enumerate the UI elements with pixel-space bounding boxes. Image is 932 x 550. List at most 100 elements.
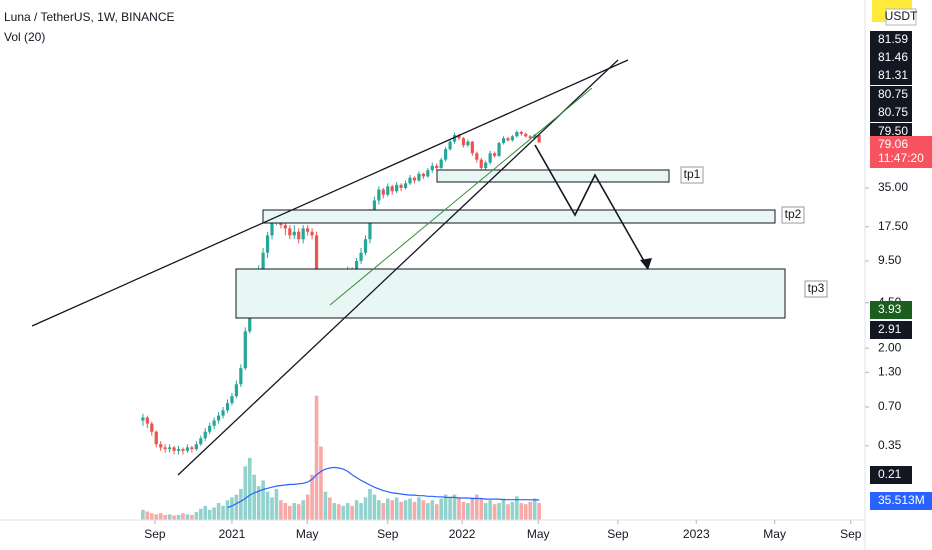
candle-body: [444, 149, 448, 160]
price-tag-label: 79.06: [878, 137, 908, 151]
candle-body: [506, 138, 510, 141]
volume-bar: [221, 505, 225, 520]
volume-bar: [305, 494, 310, 520]
price-tag: [870, 321, 912, 339]
candle-body: [417, 173, 421, 181]
volume-bar: [368, 488, 372, 520]
volume-bar: [341, 505, 346, 520]
volume-bar: [399, 501, 403, 520]
volume-bar: [203, 505, 208, 520]
volume-bar: [466, 503, 470, 520]
volume-bar: [470, 497, 475, 520]
volume-bar: [523, 504, 528, 520]
annotation: tp2: [785, 207, 802, 221]
volume-bar: [212, 507, 216, 520]
indicator-label: Vol (20): [4, 30, 45, 44]
candle-body: [439, 159, 443, 168]
volume-bar: [426, 503, 430, 520]
volume-bar: [532, 498, 537, 520]
candle-body: [501, 138, 506, 144]
candle-body: [172, 447, 176, 451]
currency-box: [885, 8, 917, 26]
volume-bar: [412, 501, 417, 520]
drawings: tp1 tp2 tp3: [31, 59, 828, 476]
volume-bar: [483, 503, 488, 520]
volume-bar: [239, 488, 243, 520]
annotation: tp3: [808, 281, 825, 295]
candle-body: [408, 177, 412, 184]
trend-line: [31, 59, 629, 327]
annotation: tp1: [684, 167, 701, 181]
volume-bar: [385, 498, 390, 520]
volume-bar: [377, 500, 381, 520]
candle-body: [203, 431, 207, 439]
candle-body: [234, 384, 238, 397]
volume-bar: [452, 494, 457, 520]
plot: [141, 130, 541, 520]
x-tick-label: Sep: [840, 527, 862, 541]
candle-body: [194, 444, 198, 450]
countdown: 11:47:20: [878, 151, 924, 165]
candle-body: [168, 447, 172, 450]
candle-body: [461, 138, 466, 146]
volume-bar: [430, 500, 435, 520]
candle-body: [390, 186, 394, 192]
volume-bar: [457, 498, 461, 520]
axes: 35.0017.509.504.502.001.300.700.35Sep202…: [144, 0, 932, 541]
candle-body: [426, 170, 430, 177]
y-tick-label: 0.35: [878, 438, 902, 452]
candle-body: [199, 438, 203, 445]
volume-bar: [292, 503, 297, 520]
volume-bar: [434, 504, 439, 520]
candle-body: [288, 228, 292, 236]
projection-arrow: [534, 144, 649, 269]
volume-bar: [332, 503, 337, 520]
x-tick-label: May: [763, 527, 786, 541]
currency-label: USDT: [885, 9, 918, 23]
volume-bar: [230, 497, 234, 520]
volume-bar: [345, 503, 350, 520]
candle-body: [488, 153, 492, 163]
volume-bar: [252, 474, 257, 520]
candle-body: [225, 403, 230, 411]
candle-body: [377, 189, 381, 201]
candle-body: [306, 228, 310, 232]
candle-body: [150, 423, 154, 432]
candle-body: [261, 252, 265, 271]
volume-bar: [501, 498, 506, 520]
candle-body: [216, 415, 221, 421]
y-tick-label: 2.00: [878, 340, 902, 354]
price-tag: [870, 31, 912, 49]
candle-body: [470, 141, 474, 154]
volume-bar: [323, 491, 328, 520]
candle-body: [372, 200, 377, 214]
volume-bar: [150, 513, 154, 520]
volume-bar: [154, 514, 159, 520]
price-tag-label: 81.46: [878, 50, 908, 64]
trend-line: [177, 59, 619, 476]
volume-bar: [381, 503, 386, 520]
label-box: [781, 206, 805, 224]
candle-body: [537, 135, 541, 143]
volume-bar: [256, 486, 261, 520]
price-tag: [870, 67, 912, 85]
price-tag-label: 81.31: [878, 68, 908, 82]
candle-body: [270, 222, 274, 236]
candle-body: [430, 165, 434, 171]
x-tick-label: 2023: [683, 527, 710, 541]
y-tick-label: 0.70: [878, 399, 902, 413]
candle-body: [154, 431, 158, 445]
volume-bar: [506, 504, 510, 520]
volume-bar: [528, 501, 533, 520]
volume-bar: [194, 512, 199, 520]
candle-body: [510, 136, 515, 141]
volume-bar: [403, 500, 408, 520]
candle-body: [359, 252, 363, 261]
volume-bar: [350, 505, 354, 520]
volume-bar: [145, 511, 150, 520]
candle-body: [212, 420, 216, 426]
volume-bar: [537, 503, 541, 520]
candle-body: [395, 184, 399, 192]
volume-bar: [515, 496, 519, 520]
